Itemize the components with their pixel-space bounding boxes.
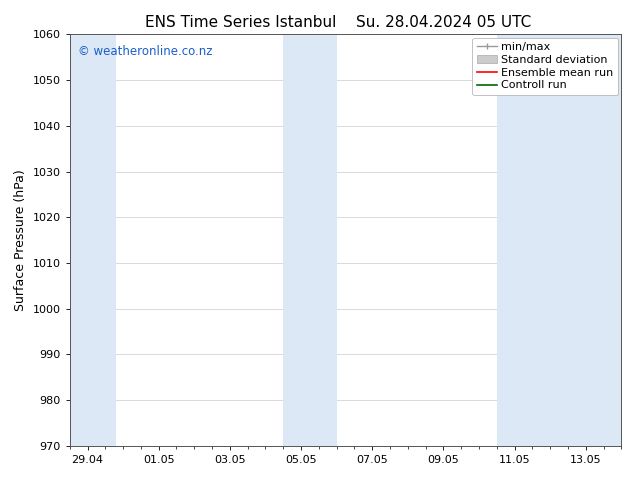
Text: © weatheronline.co.nz: © weatheronline.co.nz <box>78 45 212 58</box>
Text: Su. 28.04.2024 05 UTC: Su. 28.04.2024 05 UTC <box>356 15 531 30</box>
Bar <box>70 34 116 446</box>
Bar <box>283 34 337 446</box>
Text: ENS Time Series Istanbul: ENS Time Series Istanbul <box>145 15 337 30</box>
Y-axis label: Surface Pressure (hPa): Surface Pressure (hPa) <box>14 169 27 311</box>
Legend: min/max, Standard deviation, Ensemble mean run, Controll run: min/max, Standard deviation, Ensemble me… <box>472 38 618 95</box>
Bar <box>497 34 621 446</box>
